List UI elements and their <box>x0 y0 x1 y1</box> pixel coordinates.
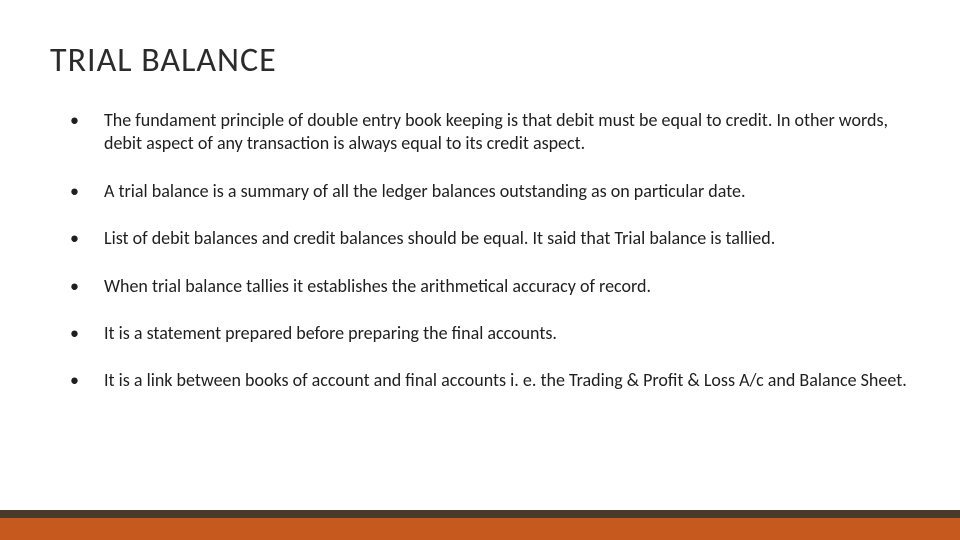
list-item: It is a statement prepared before prepar… <box>62 322 910 345</box>
footer-main-stripe <box>0 518 960 540</box>
list-item: List of debit balances and credit balanc… <box>62 227 910 250</box>
list-item: It is a link between books of account an… <box>62 369 910 392</box>
bullet-list: The fundament principle of double entry … <box>50 109 910 393</box>
list-item: When trial balance tallies it establishe… <box>62 275 910 298</box>
list-item: The fundament principle of double entry … <box>62 109 910 156</box>
list-item: A trial balance is a summary of all the … <box>62 180 910 203</box>
footer-bar <box>0 510 960 540</box>
slide-title: TRIAL BALANCE <box>50 40 910 81</box>
footer-accent-stripe <box>0 510 960 518</box>
slide: TRIAL BALANCE The fundament principle of… <box>0 0 960 540</box>
